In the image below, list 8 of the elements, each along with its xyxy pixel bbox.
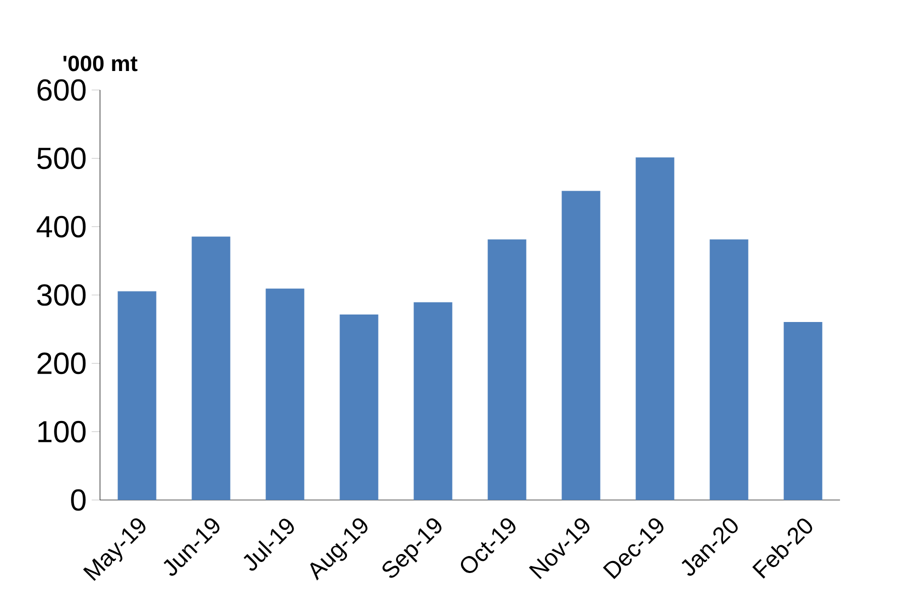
y-tick-label: 200: [38, 352, 86, 374]
y-tick-label: 500: [37, 148, 86, 170]
y-tick-label: 600: [38, 79, 86, 101]
y-tick-label: 300: [37, 284, 86, 306]
y-tick-label: 400: [36, 216, 86, 238]
y-axis-title: '000 mt: [63, 56, 138, 72]
y-tick-label: 0: [71, 489, 86, 511]
y-tick-label: 100: [38, 420, 86, 442]
